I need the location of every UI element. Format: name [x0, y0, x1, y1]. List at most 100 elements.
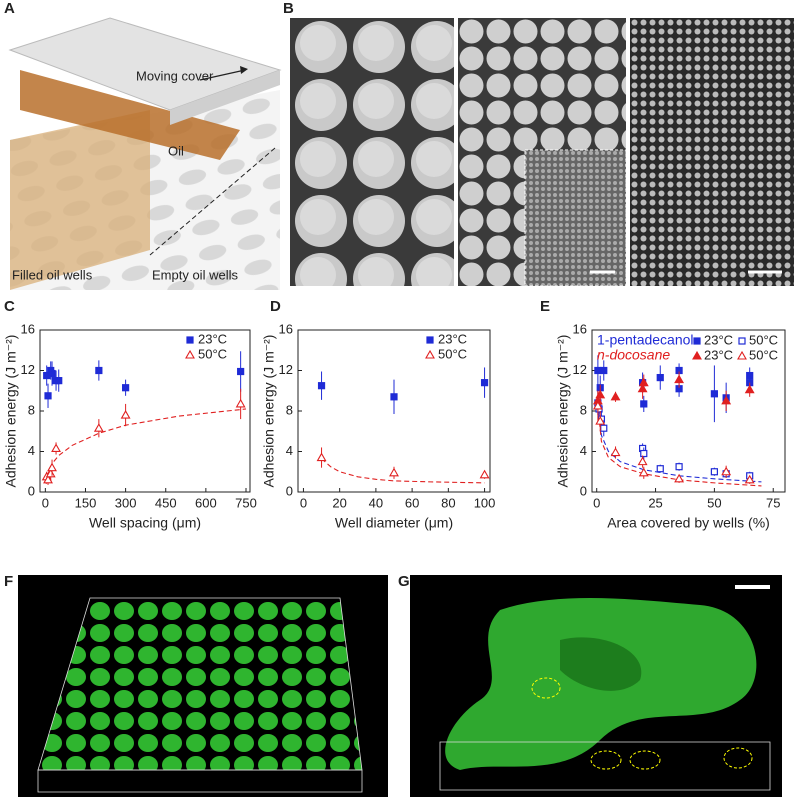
y-tick-label: 4: [28, 443, 35, 458]
point: [637, 456, 648, 466]
point: [237, 367, 245, 376]
point: [185, 349, 195, 359]
point: [693, 337, 701, 345]
point: [480, 379, 489, 387]
y-axis-label: Adhesion energy (J m⁻²): [3, 335, 19, 488]
well-marker: [723, 747, 753, 769]
point: [600, 424, 608, 432]
y-tick-label: 12: [279, 362, 293, 377]
point: [721, 395, 732, 405]
well-marker: [629, 750, 661, 770]
point: [737, 350, 747, 360]
filled-label: Filled oil wells: [12, 267, 93, 282]
fit-curve: [45, 408, 247, 485]
point: [122, 384, 130, 392]
fit-curve: [597, 400, 762, 483]
x-axis-label: Well diameter (μm): [335, 515, 453, 531]
legend-label: 23°C: [704, 332, 733, 347]
oil: [20, 70, 240, 160]
point: [710, 390, 718, 398]
empty-label: Empty oil wells: [152, 267, 238, 282]
panel-label: D: [270, 298, 281, 315]
x-axis-label: Well spacing (μm): [89, 515, 201, 531]
point: [594, 366, 602, 375]
point: [479, 469, 490, 479]
point: [316, 452, 327, 462]
arrow: [199, 69, 246, 81]
point: [120, 409, 131, 419]
y-tick-label: 12: [21, 362, 35, 377]
x-tick-label: 75: [766, 495, 780, 510]
divider: [149, 147, 276, 256]
box-edge: [37, 769, 363, 793]
x-tick-label: 40: [369, 495, 383, 510]
box-edge: [439, 741, 771, 791]
point: [640, 400, 648, 408]
point: [47, 462, 57, 472]
point: [674, 374, 685, 384]
panel-b: B: [283, 0, 794, 287]
point: [692, 350, 702, 360]
legend-group: 1-pentadecanol: [597, 332, 694, 348]
image: [290, 18, 454, 286]
y-tick-label: 8: [286, 402, 293, 417]
cover-label: Moving cover: [136, 68, 214, 83]
y-tick-label: 0: [28, 483, 35, 498]
y-axis-label: Adhesion energy (J m⁻²): [261, 335, 277, 488]
point: [426, 336, 434, 344]
x-tick-label: 0: [593, 495, 600, 510]
panel-label: A: [4, 0, 15, 17]
fit-curve: [321, 458, 485, 484]
y-tick-label: 16: [21, 321, 35, 336]
cover-side: [170, 70, 280, 125]
point: [610, 447, 621, 457]
point: [744, 384, 755, 394]
x-tick-label: 750: [235, 495, 257, 510]
film-shade: [560, 637, 642, 691]
point: [638, 467, 649, 477]
x-tick-label: 300: [115, 495, 137, 510]
well-marker: [531, 677, 561, 699]
y-tick-label: 16: [279, 321, 293, 336]
panel-g: G: [398, 573, 782, 797]
point: [48, 369, 56, 378]
point: [93, 423, 104, 432]
legend-group: n-docosane: [597, 347, 670, 363]
panel-label: B: [283, 0, 294, 17]
panel-label: C: [4, 298, 15, 315]
legend-label: 23°C: [198, 331, 227, 346]
fit-curve: [597, 405, 762, 487]
panel-f: F: [4, 573, 388, 797]
point: [600, 366, 608, 375]
point: [186, 336, 194, 344]
panel-label: F: [4, 573, 13, 590]
legend-label: 23°C: [704, 347, 733, 362]
y-tick-label: 8: [28, 402, 35, 417]
y-tick-label: 4: [580, 443, 587, 458]
point: [656, 373, 664, 382]
point: [389, 467, 399, 477]
point: [638, 377, 649, 387]
inset: [524, 149, 627, 287]
legend-label: 23°C: [438, 331, 467, 346]
panel-a: Moving cover Oil Filled oil wells Empty …: [4, 0, 282, 290]
x-tick-label: 450: [155, 495, 177, 510]
oil-label: Oil: [168, 143, 184, 158]
point: [425, 349, 435, 359]
point: [656, 465, 664, 473]
x-tick-label: 20: [332, 495, 346, 510]
y-tick-label: 0: [580, 483, 587, 498]
y-tick-label: 4: [286, 443, 293, 458]
point: [738, 337, 746, 345]
point: [640, 449, 648, 458]
point: [51, 443, 61, 453]
y-tick-label: 16: [573, 321, 587, 336]
x-tick-label: 150: [75, 495, 97, 510]
panel-label: E: [540, 298, 550, 315]
point: [674, 473, 685, 483]
point: [675, 463, 683, 471]
point: [317, 382, 326, 390]
arrow-head: [240, 66, 248, 74]
point: [710, 468, 718, 476]
